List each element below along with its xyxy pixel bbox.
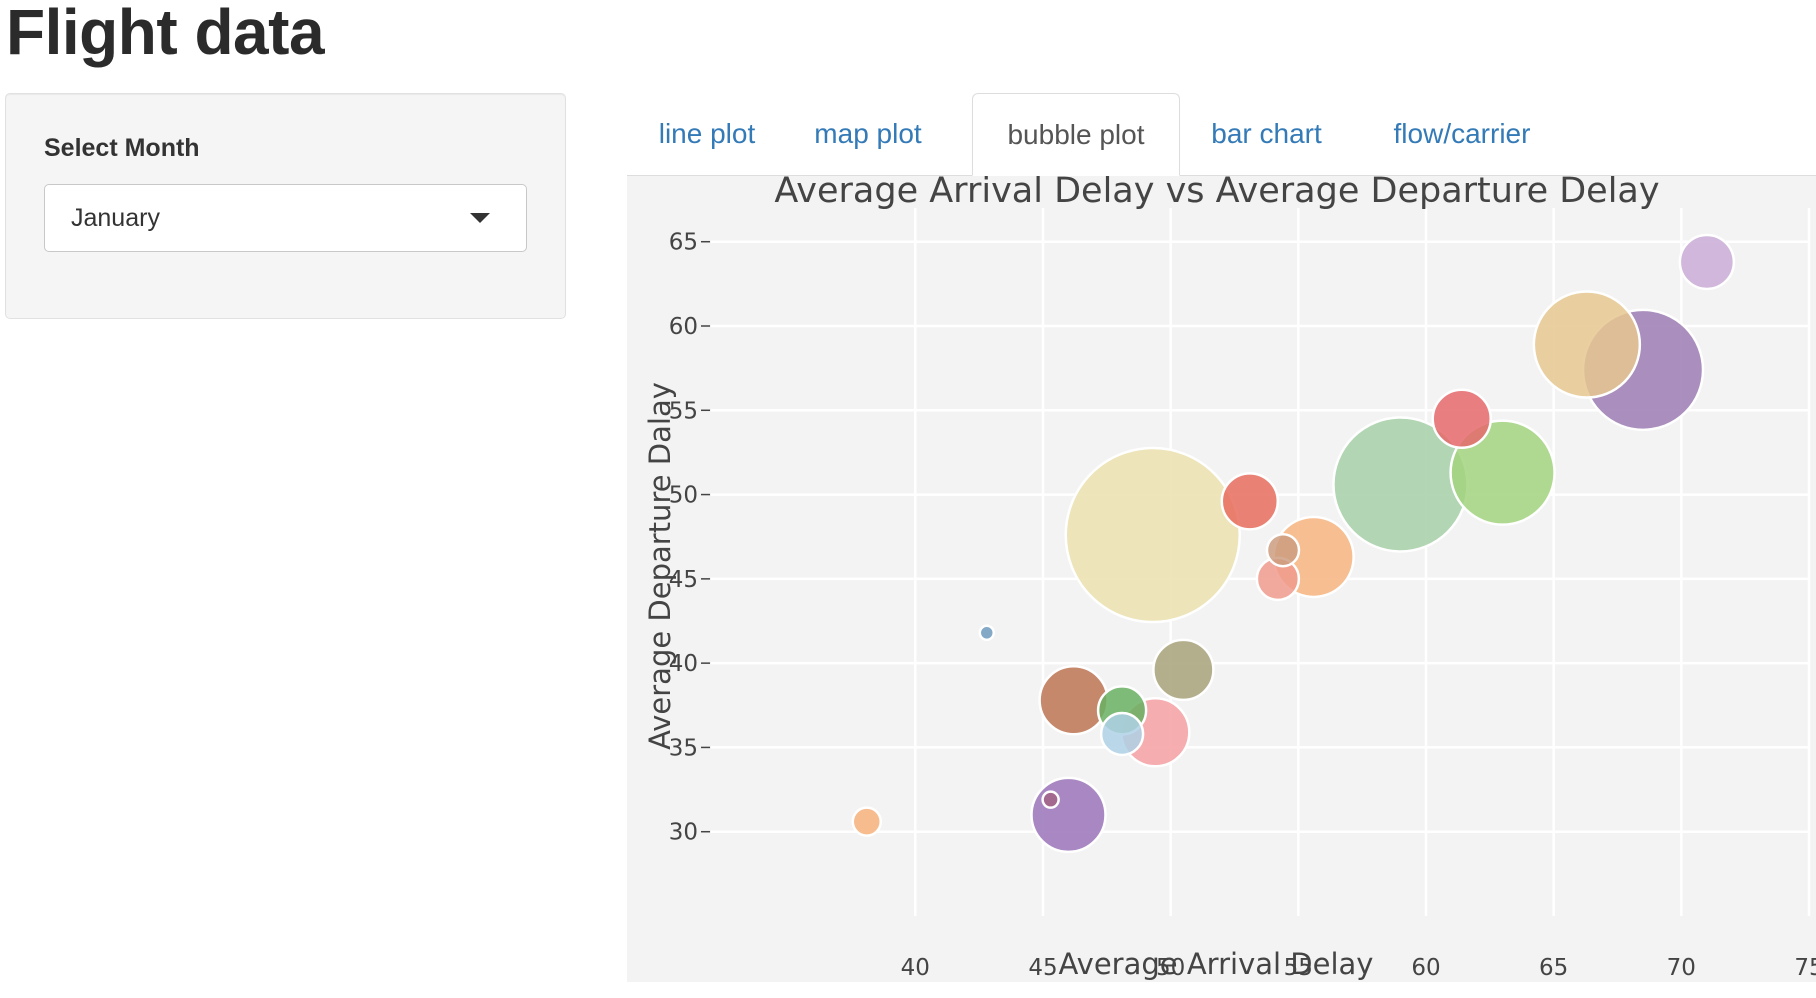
bubble-point <box>978 624 996 642</box>
x-axis: 40 45 50 55 60 65 70 75 <box>901 955 1816 981</box>
bubble-point <box>1678 233 1736 291</box>
tab-bubble-plot[interactable]: bubble plot <box>972 93 1180 176</box>
bubble-point <box>1041 790 1060 809</box>
bubble-point <box>1152 638 1215 702</box>
x-tick-label: 70 <box>1667 955 1696 981</box>
bubble-point <box>851 806 883 837</box>
bubble-chart-svg: 30 35 40 45 50 55 60 65 40 45 50 55 60 65 70 75 Averag… <box>627 176 1816 982</box>
y-tick-label: 60 <box>669 314 698 340</box>
tab-line-plot[interactable]: line plot <box>658 118 756 149</box>
bubble-point <box>1220 472 1280 531</box>
page-title: Flight data <box>6 0 325 68</box>
bubble-point <box>1030 776 1107 854</box>
bubble-point <box>1064 446 1242 624</box>
chart-title: Average Arrival Delay vs Average Departu… <box>774 176 1659 211</box>
tab-flow-carrier[interactable]: flow/carrier <box>1393 118 1531 149</box>
sidebar-panel: Select Month January <box>5 93 566 319</box>
x-tick-label: 40 <box>901 955 930 981</box>
chevron-down-icon[interactable] <box>470 213 490 223</box>
y-tick-label: 55 <box>669 398 698 424</box>
x-tick-label: 50 <box>1156 955 1185 981</box>
x-tick-label: 55 <box>1284 955 1313 981</box>
tab-bar-divider <box>627 175 1816 176</box>
month-select[interactable]: January <box>44 184 527 252</box>
select-month-label: Select Month <box>44 134 200 162</box>
bubble-point <box>1038 664 1109 736</box>
x-axis-title: Average Arrival Delay <box>1059 947 1374 981</box>
x-tick-label: 45 <box>1028 955 1057 981</box>
x-tick-label: 65 <box>1539 955 1568 981</box>
y-tick-label: 40 <box>669 651 698 677</box>
y-tick-label: 65 <box>669 230 698 256</box>
bubble-point <box>1099 711 1145 757</box>
y-tick-label: 30 <box>669 820 698 846</box>
y-axis-title: Average Departure Dalay <box>643 382 677 750</box>
y-tick-label: 50 <box>669 483 698 509</box>
bubble-point <box>1265 532 1301 568</box>
tab-bar: line plot map plot bubble plot bar chart… <box>627 93 1816 176</box>
y-tick-label: 35 <box>669 735 698 761</box>
tab-map-plot[interactable]: map plot <box>814 118 922 149</box>
y-axis: 30 35 40 45 50 55 60 65 <box>669 230 710 846</box>
bubble-plot: 30 35 40 45 50 55 60 65 40 45 50 55 60 65 70 75 Averag… <box>627 176 1816 982</box>
y-tick-label: 45 <box>669 567 698 593</box>
bubble-point <box>1449 419 1556 526</box>
x-tick-label: 75 <box>1794 955 1816 981</box>
bubble-point <box>1431 388 1492 449</box>
month-select-value: January <box>71 204 160 232</box>
tab-bar-chart[interactable]: bar chart <box>1211 118 1322 149</box>
bubble-series <box>851 233 1736 854</box>
bubble-point <box>1532 290 1642 399</box>
x-tick-label: 60 <box>1411 955 1440 981</box>
